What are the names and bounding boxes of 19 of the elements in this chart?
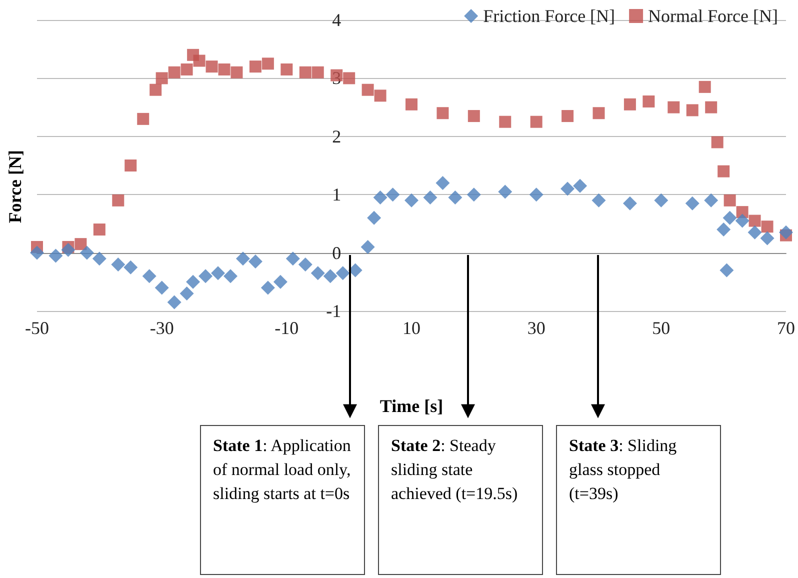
y-tick-label: 1 xyxy=(332,184,342,205)
x-tick-label: 30 xyxy=(527,318,546,338)
y-tick-label: 2 xyxy=(332,126,342,146)
x-tick-label: -50 xyxy=(25,318,49,338)
legend-label: Friction Force [N] xyxy=(483,6,616,26)
y-tick-label: 4 xyxy=(332,10,342,30)
x-tick-label: 10 xyxy=(402,318,420,338)
x-tick-label: -30 xyxy=(150,318,174,338)
legend-label: Normal Force [N] xyxy=(648,6,778,26)
y-tick-label: -1 xyxy=(326,301,342,321)
text: State 1: Application of normal load only, sliding starts at t=0s xyxy=(200,425,365,575)
x-tick-label: 70 xyxy=(777,318,795,338)
x-tick-label: -10 xyxy=(274,318,299,338)
x-axis-title: Time [s] xyxy=(380,396,444,416)
x-tick-label: 50 xyxy=(652,318,670,338)
y-axis-title: Force [N] xyxy=(5,150,25,224)
y-tick-label: 0 xyxy=(332,242,342,263)
text: State 2: Steady sliding state achieved (t=19.5s) xyxy=(378,425,543,575)
text: State 3: Sliding glass stopped (t=39s) xyxy=(556,425,721,575)
